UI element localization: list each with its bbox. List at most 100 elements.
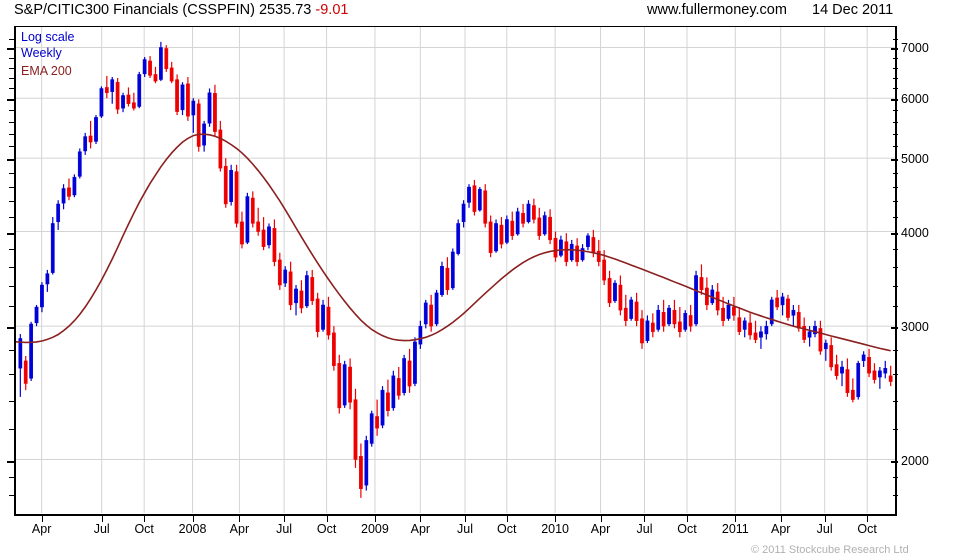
y-axis-tick-minor (9, 77, 14, 79)
y-axis-tick-minor (9, 172, 14, 174)
y-axis-tick-label: 2000 (901, 453, 929, 468)
y-axis-tick-major (7, 159, 14, 162)
y-axis-tick-minor (893, 58, 898, 60)
y-axis-tick-minor (893, 216, 898, 218)
y-axis-tick-major (891, 232, 898, 235)
x-axis-tick-label: Oct (857, 522, 877, 536)
y-axis-tick-minor (893, 286, 898, 287)
x-axis-tick (867, 516, 869, 522)
x-axis-tick (284, 516, 286, 522)
y-axis-tick-label: 7000 (901, 41, 929, 56)
y-axis-tick-minor (9, 477, 14, 479)
y-axis-tick-minor (9, 349, 14, 351)
y-axis-tick-minor (893, 429, 898, 431)
y-axis-tick-label: 6000 (901, 92, 929, 107)
legend-scale-label: Log scale (21, 30, 75, 44)
y-axis-tick-minor (893, 172, 898, 174)
y-axis-tick-minor (893, 201, 898, 203)
y-axis-tick-minor (9, 374, 14, 376)
y-axis-tick-major (891, 460, 898, 463)
y-axis-tick-minor (9, 88, 14, 90)
y-axis-tick-major (891, 327, 898, 330)
x-axis-tick (735, 516, 737, 522)
y-axis-tick-minor (893, 110, 898, 112)
x-axis-tick-label: Apr (229, 522, 250, 536)
y-axis-tick-major (891, 99, 898, 102)
x-axis-tick-label: 2009 (361, 522, 389, 536)
chart-title: S&P/CITIC300 Financials (CSSPFIN) 2535.7… (14, 2, 348, 22)
y-axis-tick-minor (893, 400, 898, 402)
y-axis-tick-minor (9, 58, 14, 60)
y-axis-tick-minor (9, 110, 14, 112)
y-axis-tick-minor (893, 305, 898, 307)
x-axis-tick-label: Jul (636, 522, 653, 536)
x-axis-tick-label: Oct (134, 522, 154, 536)
y-axis-tick-major (7, 48, 14, 51)
y-axis-tick-minor (9, 201, 14, 203)
y-axis-tick-major (7, 232, 14, 235)
x-axis-tick-label: 2011 (721, 522, 749, 536)
x-axis-tick-label: Jul (816, 522, 833, 536)
y-axis-tick-label: 3000 (901, 320, 929, 335)
chart-date-label: 14 Dec 2011 (812, 2, 894, 18)
y-axis-tick-major (891, 159, 898, 162)
x-axis-tick-label: Apr (410, 522, 431, 536)
y-axis-tick-label: 4000 (901, 225, 929, 240)
y-axis-tick-minor (9, 267, 14, 269)
y-axis-tick-minor (893, 374, 898, 376)
legend-frequency-label: Weekly (21, 46, 62, 60)
x-axis-tick-label: Oct (497, 522, 517, 536)
x-axis-tick-label: Oct (316, 522, 337, 536)
y-axis-tick-label: 5000 (901, 152, 929, 167)
x-axis-tick (192, 516, 194, 522)
x-axis-tick (420, 516, 422, 522)
y-axis-tick-major (7, 99, 14, 102)
y-axis-tick-minor (893, 88, 898, 90)
x-axis-tick-label: Apr (590, 522, 611, 536)
x-axis-tick-label: Oct (677, 522, 697, 536)
copyright-notice: © 2011 Stockcube Research Ltd (751, 544, 909, 556)
y-axis-tick-minor (893, 495, 898, 497)
y-axis-tick-minor (893, 349, 898, 351)
x-axis-tick-label: Apr (770, 522, 791, 536)
y-axis-tick-minor (893, 146, 898, 148)
x-axis-tick-label: 2010 (541, 522, 570, 536)
chart-title-text: S&P/CITIC300 Financials (CSSPFIN) 2535.7… (14, 2, 312, 18)
x-axis-tick (374, 516, 376, 522)
y-axis-tick-minor (9, 186, 14, 188)
legend-ema-label: EMA 200 (21, 64, 72, 78)
x-axis-tick-label: Jul (457, 522, 474, 536)
y-axis-tick-minor (9, 249, 14, 251)
x-axis-tick (465, 516, 467, 522)
y-axis-tick-minor (9, 146, 14, 148)
x-axis-tick (326, 516, 328, 522)
chart-canvas (16, 27, 899, 517)
x-axis-tick (686, 516, 688, 522)
y-axis-tick-minor (9, 429, 14, 431)
x-axis-tick (555, 516, 557, 522)
y-axis-tick-major (7, 327, 14, 330)
x-axis-tick (824, 516, 826, 522)
y-axis-tick-minor (9, 286, 14, 287)
x-axis-tick-label: Apr (31, 522, 52, 536)
y-axis-tick-minor (9, 39, 14, 41)
y-axis-tick-minor (9, 216, 14, 218)
x-axis-tick (41, 516, 43, 522)
y-axis-tick-minor (9, 67, 14, 69)
y-axis-tick-minor (893, 121, 898, 123)
y-axis-tick-minor (893, 267, 898, 269)
x-axis-tick (101, 516, 103, 522)
x-axis-tick (144, 516, 146, 522)
y-axis-tick-minor (893, 186, 898, 188)
x-axis-tick (239, 516, 241, 522)
y-axis-tick-minor (893, 67, 898, 69)
y-axis-tick-minor (893, 77, 898, 79)
y-axis-tick-minor (9, 133, 14, 135)
y-axis-tick-minor (9, 305, 14, 307)
x-axis-tick-label: 2008 (178, 522, 207, 536)
x-axis-tick (644, 516, 646, 522)
chart-plot-area: Log scale Weekly EMA 200 (14, 26, 897, 516)
x-axis-tick (506, 516, 508, 522)
source-website-label: www.fullermoney.com (647, 2, 787, 18)
y-axis-tick-minor (9, 121, 14, 123)
